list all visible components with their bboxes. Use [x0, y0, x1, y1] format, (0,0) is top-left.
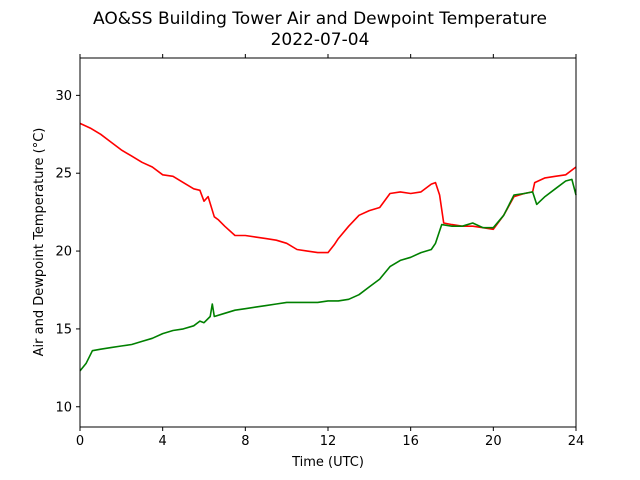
series-line-1	[79, 122, 577, 254]
plot-frame	[79, 57, 577, 428]
x-tick-label: 16	[402, 434, 419, 449]
x-tick-label: 4	[159, 434, 167, 449]
x-tick-label: 20	[485, 434, 502, 449]
series-layer	[79, 122, 577, 372]
x-tick-label: 0	[76, 434, 84, 449]
chart-title: AO&SS Building Tower Air and Dewpoint Te…	[93, 9, 547, 29]
x-tick-label: 12	[320, 434, 337, 449]
chart-subtitle: 2022-07-04	[271, 30, 370, 50]
x-tick-label: 8	[241, 434, 249, 449]
y-tick-label: 25	[55, 167, 72, 182]
series-line-2	[79, 178, 577, 372]
y-tick-label: 10	[55, 400, 72, 415]
y-tick-label: 15	[55, 322, 72, 337]
x-tick-label: 24	[568, 434, 585, 449]
y-tick-label: 20	[55, 245, 72, 260]
y-tick-label: 30	[55, 89, 72, 104]
x-axis-label: Time (UTC)	[291, 455, 364, 470]
x-axis: 0 4 8 12 16 20 24	[76, 54, 584, 449]
y-axis: 10 15 20 25 30	[55, 89, 80, 415]
y-axis-label: Air and Dewpoint Temperature (°C)	[32, 128, 47, 357]
